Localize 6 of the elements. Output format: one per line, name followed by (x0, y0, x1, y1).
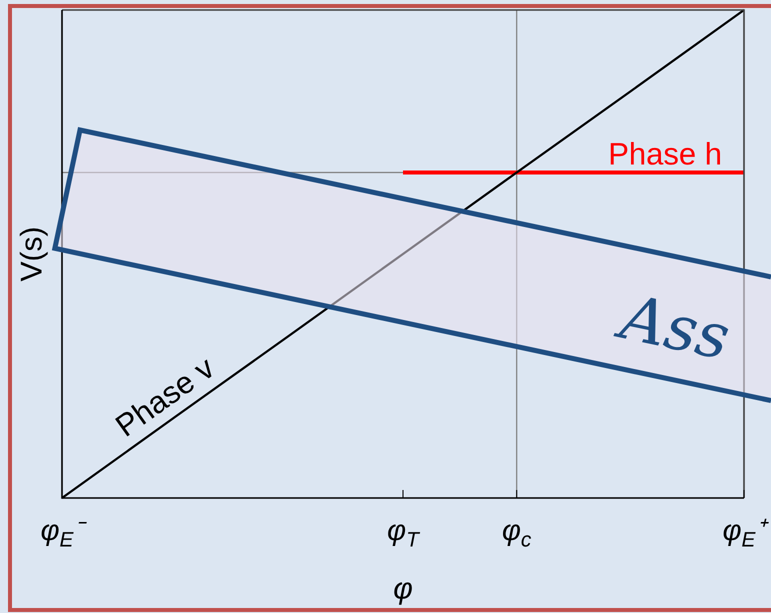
annotation: Ass (610, 279, 736, 374)
series-label: Phase h (608, 136, 722, 172)
x-tick-label: φ$_{c}$ (502, 515, 532, 552)
x-tick-label: φ$_{T}$ (387, 515, 419, 552)
y-axis-title: V(s) (15, 226, 48, 282)
x-axis-title: φ (393, 572, 413, 606)
